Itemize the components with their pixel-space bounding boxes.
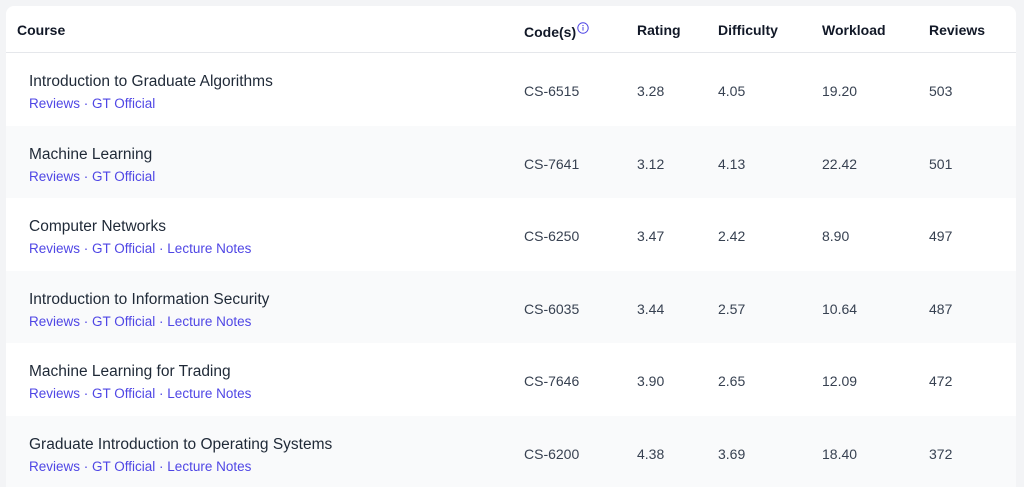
link-separator: ·	[80, 168, 93, 184]
course-link-gt-official[interactable]: GT Official	[92, 386, 156, 401]
rating-value: 3.12	[637, 155, 665, 172]
reviews-count: 501	[929, 155, 953, 172]
course-name: Introduction to Graduate Algorithms	[29, 73, 273, 90]
table-row: Introduction to Graduate Algorithms Revie…	[6, 53, 1016, 126]
reviews-count: 487	[929, 300, 953, 317]
header-course[interactable]: Course	[17, 22, 66, 38]
course-link-gt-official[interactable]: GT Official	[92, 168, 156, 184]
course-link-reviews[interactable]: Reviews	[29, 168, 81, 184]
course-name: Introduction to Information Security	[29, 290, 270, 308]
reviews-count: 372	[929, 445, 953, 462]
workload-value: 8.90	[822, 228, 850, 244]
course-code: CS-6515	[524, 83, 580, 99]
reviews-count: 503	[929, 83, 953, 99]
reviews-count: 497	[929, 228, 953, 244]
header-codes[interactable]: Code(s)	[524, 22, 589, 40]
table-row: Graduate Introduction to Operating Syste…	[6, 415, 1016, 487]
course-links: Reviews · GT Official · Lecture Notes	[29, 241, 251, 256]
difficulty-value: 2.65	[718, 373, 746, 389]
course-link-gt-official[interactable]: GT Official	[92, 458, 156, 474]
table-row: Machine Learning for Trading Reviews · GT…	[6, 343, 1016, 416]
course-name: Graduate Introduction to Operating Syste…	[29, 435, 333, 453]
difficulty-value: 2.57	[718, 300, 746, 317]
course-code: CS-6200	[524, 445, 580, 462]
header-difficulty[interactable]: Difficulty	[718, 22, 778, 38]
difficulty-value: 3.69	[718, 445, 746, 462]
link-separator: ·	[80, 96, 93, 111]
rating-value: 3.28	[637, 83, 665, 99]
course-links: Reviews · GT Official	[29, 169, 155, 184]
link-separator: ·	[155, 386, 168, 401]
difficulty-value: 4.13	[718, 155, 746, 172]
header-reviews[interactable]: Reviews	[929, 22, 986, 38]
course-code: CS-7641	[524, 155, 580, 172]
courses-table: Course Code(s) Rating Difficulty Workloa…	[6, 6, 1016, 487]
rating-value: 3.44	[637, 300, 665, 317]
link-separator: ·	[80, 313, 93, 329]
course-link-lecture-notes[interactable]: Lecture Notes	[167, 313, 252, 329]
course-link-reviews[interactable]: Reviews	[29, 458, 81, 474]
course-links: Reviews · GT Official	[29, 96, 155, 111]
rating-value: 3.47	[637, 228, 665, 244]
table-row: Computer Networks Reviews · GT Official ·…	[6, 198, 1016, 271]
course-link-reviews[interactable]: Reviews	[29, 386, 81, 401]
workload-value: 10.64	[822, 300, 858, 317]
course-link-lecture-notes[interactable]: Lecture Notes	[167, 241, 252, 256]
course-name: Computer Networks	[29, 218, 166, 235]
course-name: Machine Learning	[29, 145, 153, 163]
course-links: Reviews · GT Official · Lecture Notes	[29, 386, 251, 401]
link-separator: ·	[155, 458, 168, 474]
course-link-reviews[interactable]: Reviews	[29, 313, 81, 329]
course-code: CS-6035	[524, 300, 580, 317]
workload-value: 19.20	[822, 83, 858, 99]
link-separator: ·	[155, 313, 168, 329]
link-separator: ·	[80, 241, 93, 256]
rating-value: 4.38	[637, 445, 665, 462]
rating-value: 3.90	[637, 373, 665, 389]
workload-value: 12.09	[822, 373, 858, 389]
difficulty-value: 4.05	[718, 83, 746, 99]
course-code: CS-6250	[524, 228, 580, 244]
course-links: Reviews · GT Official · Lecture Notes	[29, 459, 251, 474]
info-circle-icon[interactable]	[577, 22, 589, 34]
course-link-lecture-notes[interactable]: Lecture Notes	[167, 386, 252, 401]
course-link-reviews[interactable]: Reviews	[29, 241, 81, 256]
reviews-count: 472	[929, 373, 953, 389]
course-link-reviews[interactable]: Reviews	[29, 96, 81, 111]
table-row: Introduction to Information Security Revi…	[6, 270, 1016, 343]
link-separator: ·	[80, 386, 93, 401]
table-body: Introduction to Graduate Algorithms Revie…	[6, 53, 1016, 487]
course-links: Reviews · GT Official · Lecture Notes	[29, 314, 251, 329]
header-rating[interactable]: Rating	[637, 22, 681, 38]
header-workload[interactable]: Workload	[822, 22, 886, 38]
workload-value: 22.42	[822, 155, 858, 172]
table-header: Course Code(s) Rating Difficulty Workloa…	[6, 6, 1016, 53]
table-row: Machine Learning Reviews · GT Official CS-…	[6, 125, 1016, 198]
difficulty-value: 2.42	[718, 228, 746, 244]
course-link-lecture-notes[interactable]: Lecture Notes	[167, 458, 252, 474]
header-codes-label[interactable]: Code(s)	[524, 24, 577, 40]
course-name: Machine Learning for Trading	[29, 363, 231, 380]
course-link-gt-official[interactable]: GT Official	[92, 241, 156, 256]
workload-value: 18.40	[822, 445, 858, 462]
link-separator: ·	[80, 458, 93, 474]
course-code: CS-7646	[524, 373, 580, 389]
course-link-gt-official[interactable]: GT Official	[92, 96, 156, 111]
link-separator: ·	[155, 241, 168, 256]
course-link-gt-official[interactable]: GT Official	[92, 313, 156, 329]
